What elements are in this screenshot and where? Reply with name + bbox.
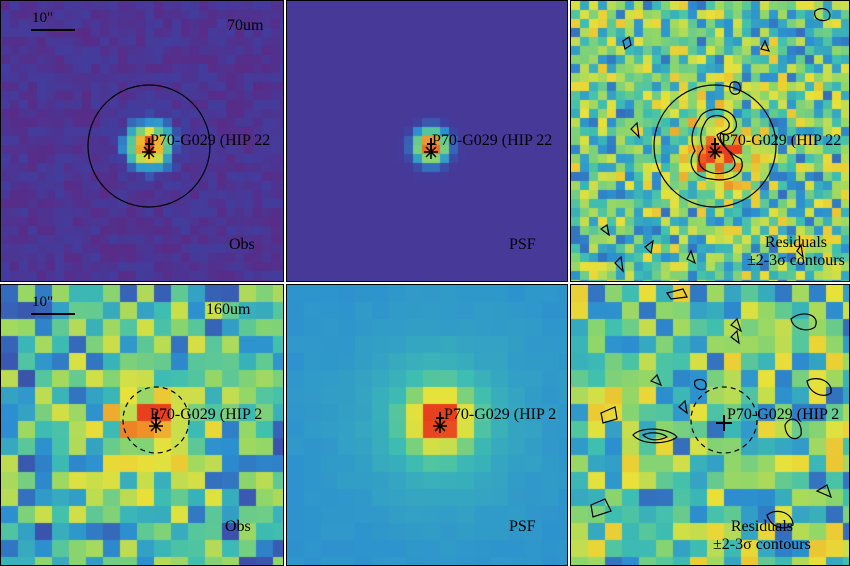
contour-lines (599, 7, 831, 273)
source-position-cross (145, 138, 153, 150)
residual-image-70um (571, 1, 849, 281)
star-icon (149, 419, 163, 433)
aperture-circle (690, 386, 758, 454)
source-position-cross (436, 412, 444, 424)
panel-caption: PSF (509, 236, 536, 253)
source-position-cross (427, 138, 435, 150)
source-position-cross (716, 415, 732, 431)
panel-caption-line2: ±2-3σ contours (747, 251, 845, 269)
panel-160um-residuals: P70-G029 (HIP 2 Residuals ±2-3σ contours (570, 284, 850, 566)
panel-160um-observed: 10" 160um P70-G029 (HIP 2 Obs (0, 284, 284, 566)
star-icon (433, 419, 447, 433)
panel-caption-line1: Residuals (730, 518, 794, 535)
observed-image-70um (1, 1, 283, 281)
panel-160um-psf: P70-G029 (HIP 2 PSF (286, 284, 568, 566)
source-label: P70-G029 (HIP 22 (150, 132, 271, 149)
band-label: 160um (206, 301, 251, 318)
source-label: P70-G029 (HIP 22 (721, 132, 842, 149)
observed-image-160um (1, 285, 283, 565)
contour-lines (590, 288, 832, 529)
aperture-circle (122, 386, 190, 454)
panel-caption: Residuals ±2-3σ contours (747, 234, 845, 269)
source-label: P70-G029 (HIP 22 (432, 132, 553, 149)
source-label: P70-G029 (HIP 2 (150, 406, 263, 423)
panel-caption-line1: Residuals (764, 234, 828, 251)
aperture-circle (87, 84, 211, 208)
panel-caption: Obs (225, 518, 251, 535)
source-label: P70-G029 (HIP 2 (444, 406, 557, 423)
residual-image-160um (571, 285, 849, 565)
panel-70um-psf: P70-G029 (HIP 22 PSF (286, 0, 568, 282)
panel-70um-residuals: P70-G029 (HIP 22 Residuals ±2-3σ contour… (570, 0, 850, 282)
panel-caption: PSF (509, 518, 536, 535)
aperture-circle (653, 84, 777, 208)
band-label: 70um (227, 17, 264, 34)
source-label: P70-G029 (HIP 2 (727, 406, 840, 423)
scale-bar-label: 10" (32, 10, 54, 26)
psf-image-70um (287, 1, 567, 281)
panel-70um-observed: 10" 70um P70-G029 (HIP 22 Obs (0, 0, 284, 282)
psf-image-160um (287, 285, 567, 565)
panel-caption: Residuals ±2-3σ contours (713, 518, 811, 553)
panel-caption: Obs (229, 236, 255, 253)
source-position-cross (711, 138, 719, 150)
scale-bar-label: 10" (32, 294, 54, 310)
source-position-cross (152, 412, 160, 424)
panel-caption-line2: ±2-3σ contours (713, 535, 811, 553)
